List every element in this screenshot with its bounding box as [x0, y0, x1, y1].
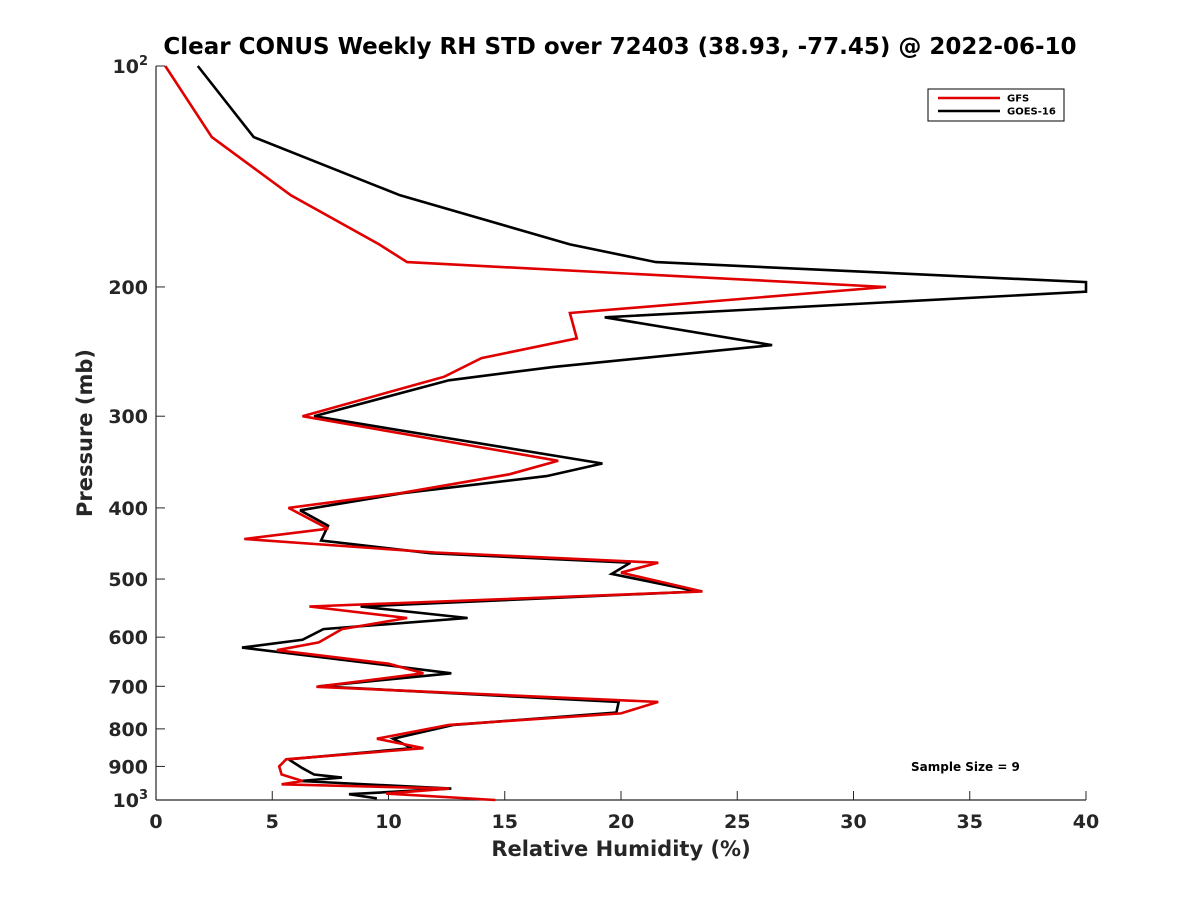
series-line-gfs	[164, 65, 887, 802]
x-tick-label: 5	[266, 811, 279, 833]
y-tick-label: 400	[108, 498, 148, 520]
legend-label-goes16: GOES-16	[1007, 107, 1056, 118]
series-group	[164, 65, 1088, 802]
y-tick-label-base: 10	[113, 56, 139, 78]
x-tick-label: 15	[492, 811, 518, 833]
x-tick-label: 25	[724, 811, 750, 833]
y-tick-label: 103	[113, 788, 149, 812]
x-tick-label: 20	[608, 811, 634, 833]
y-tick-label: 900	[108, 756, 148, 778]
y-tick-label: 200	[108, 277, 148, 299]
x-ticks: 0 5 10 15 20 25 30 35 40	[149, 791, 1099, 833]
y-tick-label: 300	[108, 406, 148, 428]
x-tick-label: 30	[840, 811, 866, 833]
y-tick-label: 600	[108, 627, 148, 649]
chart-title: Clear CONUS Weekly RH STD over 72403 (38…	[163, 34, 1076, 60]
x-tick-label: 0	[149, 811, 162, 833]
y-tick-label: 500	[108, 569, 148, 591]
x-tick-label: 40	[1073, 811, 1099, 833]
y-tick-label: 700	[108, 676, 148, 698]
y-tick-label-exponent: 2	[139, 54, 148, 69]
x-axis-label: Relative Humidity (%)	[491, 837, 750, 861]
y-tick-label-exponent: 3	[139, 788, 148, 803]
sample-size-annotation: Sample Size = 9	[911, 760, 1020, 774]
legend: GFS GOES-16	[927, 88, 1065, 122]
y-tick-label: 800	[108, 719, 148, 741]
y-axis-label: Pressure (mb)	[73, 349, 97, 517]
axes	[155, 66, 1086, 801]
legend-label-gfs: GFS	[1007, 94, 1029, 105]
x-tick-label: 35	[957, 811, 983, 833]
y-tick-label: 102	[113, 54, 149, 78]
y-tick-label-base: 10	[113, 790, 139, 812]
x-tick-label: 10	[375, 811, 401, 833]
legend-box	[927, 88, 1065, 122]
